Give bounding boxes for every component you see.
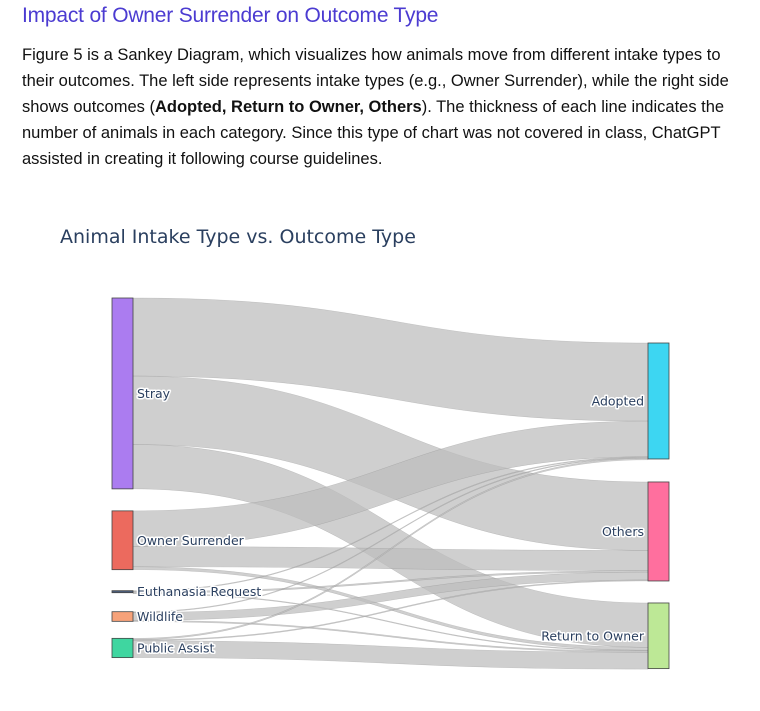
node-label-return-to-owner: Return to Owner — [541, 628, 645, 643]
node-owner-surrender[interactable] — [111, 510, 134, 571]
node-label-owner-surrender: Owner Surrender — [137, 533, 245, 548]
sankey-nodes — [111, 297, 670, 670]
node-adopted[interactable] — [647, 342, 670, 460]
link-public-assist-to-return-to-owner[interactable] — [132, 640, 649, 670]
sankey-links — [132, 297, 649, 670]
node-stray[interactable] — [111, 297, 134, 490]
node-label-public-assist: Public Assist — [137, 640, 215, 655]
node-label-others: Others — [602, 524, 644, 539]
sankey-labels: Stray Owner Surrender Euthanasia Request Wi… — [136, 384, 647, 657]
node-others[interactable] — [647, 481, 670, 582]
intro-text-1: Figure 5 is a Sankey Diagram, which visu… — [22, 46, 729, 116]
sankey-chart: Animal Intake Type vs. Outcome Type Stra… — [0, 210, 760, 706]
page-title: Impact of Owner Surrender on Outcome Typ… — [22, 4, 439, 27]
intro-text-2: ). The thickness of each line indicates … — [22, 98, 725, 168]
node-label-adopted: Adopted — [592, 393, 644, 408]
node-public-assist[interactable] — [111, 637, 134, 659]
node-wildlife[interactable] — [111, 611, 134, 622]
node-label-wildlife: Wildlife — [137, 609, 183, 624]
link-owner-surrender-to-others[interactable] — [132, 546, 649, 571]
node-label-euthanasia-request: Euthanasia Request — [137, 584, 261, 599]
node-euthanasia-request[interactable] — [111, 590, 134, 594]
intro-paragraph: Figure 5 is a Sankey Diagram, which visu… — [22, 42, 752, 172]
node-return-to-owner[interactable] — [647, 602, 670, 670]
link-public-assist-to-adopted[interactable] — [132, 458, 649, 641]
chart-title: Animal Intake Type vs. Outcome Type — [60, 226, 416, 248]
sankey-svg: Animal Intake Type vs. Outcome Type Stra… — [60, 226, 670, 670]
node-label-stray: Stray — [137, 386, 171, 401]
intro-bold-outcomes: Adopted, Return to Owner, Others — [154, 98, 422, 116]
